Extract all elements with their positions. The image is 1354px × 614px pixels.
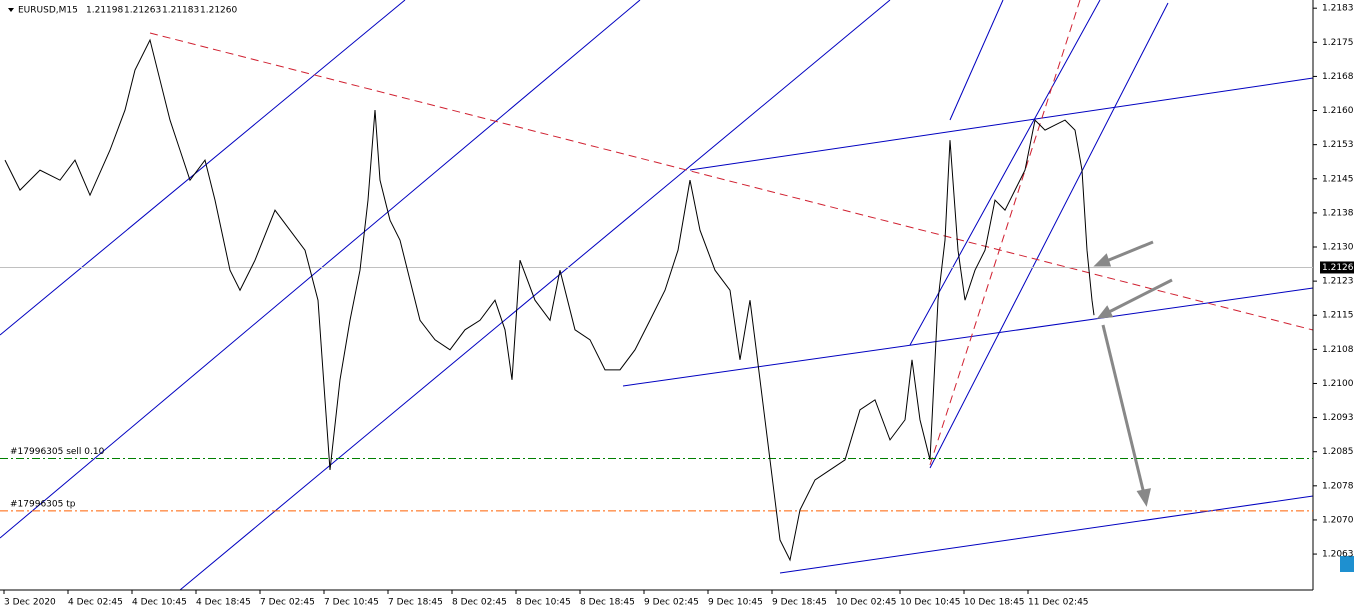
y-tick-label: 1.20705 <box>1322 515 1354 525</box>
y-tick-label: 1.20630 <box>1322 550 1354 560</box>
y-tick-label: 1.21230 <box>1322 277 1354 287</box>
y-tick-label: 1.21080 <box>1322 345 1354 355</box>
y-tick-label: 1.21455 <box>1322 174 1354 184</box>
y-tick-label: 1.20855 <box>1322 447 1354 457</box>
x-tick-label: 11 Dec 02:45 <box>1028 598 1089 608</box>
trend-line <box>929 2 1169 469</box>
x-tick-label: 8 Dec 18:45 <box>580 598 635 608</box>
y-tick-label: 1.21680 <box>1322 72 1354 82</box>
y-tick-label: 1.21155 <box>1322 311 1354 321</box>
header-value: 1.21263 <box>124 6 161 16</box>
y-tick-label: 1.20930 <box>1322 413 1354 423</box>
x-tick-label: 9 Dec 02:45 <box>644 598 699 608</box>
header-value: 1.21260 <box>200 6 237 16</box>
trend-line <box>779 495 1314 574</box>
arrow <box>1101 324 1146 495</box>
y-tick-label: 1.21380 <box>1322 208 1354 218</box>
trend-line <box>689 77 1314 171</box>
x-tick-label: 10 Dec 18:45 <box>964 598 1025 608</box>
trend-line <box>0 0 641 539</box>
arrows <box>1093 240 1173 507</box>
y-tick-label: 1.21305 <box>1322 243 1354 253</box>
x-tick-label: 9 Dec 18:45 <box>772 598 827 608</box>
price-line <box>4 38 1095 562</box>
x-tick-label: 4 Dec 02:45 <box>68 598 123 608</box>
arrow-head <box>1136 488 1151 507</box>
header-value: 1.21183 <box>162 6 199 16</box>
y-tick-label: 1.20780 <box>1322 481 1354 491</box>
trend-line <box>179 0 891 591</box>
current-price-label: 1.21260 <box>1322 263 1354 273</box>
x-tick-label: 4 Dec 10:45 <box>132 598 187 608</box>
current-price-box <box>1320 261 1354 274</box>
y-tick-label: 1.21005 <box>1322 379 1354 389</box>
x-tick-label: 7 Dec 02:45 <box>260 598 315 608</box>
arrow <box>1103 240 1154 264</box>
order-label: #17996305 sell 0.10 <box>10 447 105 457</box>
arrow-head <box>1093 253 1112 267</box>
dashed-trend-line <box>929 0 1081 466</box>
y-tick-label: 1.21830 <box>1322 4 1354 14</box>
header-value: 1.21198 <box>86 6 123 16</box>
x-tick-label: 8 Dec 02:45 <box>452 598 507 608</box>
x-tick-label: 8 Dec 10:45 <box>516 598 571 608</box>
analysis-lines <box>0 0 1314 591</box>
y-tick-label: 1.21605 <box>1322 106 1354 116</box>
red-dashed-lines <box>149 0 1314 466</box>
symbol-title: EURUSD,M15 <box>18 6 78 16</box>
arrow-head <box>1096 305 1114 319</box>
trend-line <box>949 0 1004 121</box>
dashed-trend-line <box>149 32 1314 331</box>
x-tick-label: 10 Dec 02:45 <box>836 598 897 608</box>
trend-line <box>909 0 1101 346</box>
x-tick-label: 4 Dec 18:45 <box>196 598 251 608</box>
x-tick-label: 7 Dec 18:45 <box>388 598 443 608</box>
x-tick-label: 9 Dec 10:45 <box>708 598 763 608</box>
trend-line <box>622 287 1314 387</box>
x-tick-label: 7 Dec 10:45 <box>324 598 379 608</box>
x-tick-label: 10 Dec 10:45 <box>900 598 961 608</box>
y-tick-label: 1.21755 <box>1322 38 1354 48</box>
y-tick-label: 1.21530 <box>1322 140 1354 150</box>
scroll-icon[interactable] <box>1340 556 1354 572</box>
order-label: #17996305 tp <box>10 499 76 509</box>
trend-line <box>0 0 406 336</box>
arrow <box>1106 278 1173 315</box>
menu-triangle[interactable] <box>8 8 14 12</box>
x-tick-label: 3 Dec 2020 <box>4 598 56 608</box>
